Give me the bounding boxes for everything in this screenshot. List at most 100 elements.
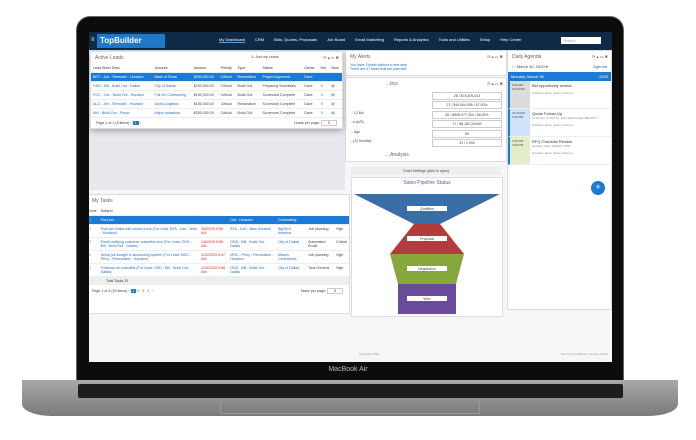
hot-icon[interactable]: ↻ xyxy=(318,81,330,91)
task-cell[interactable]: Setup job budget in accounting system (F… xyxy=(98,250,200,264)
lead-cell: Build Out xyxy=(235,90,261,100)
task-row[interactable]: ☐ Post job musts with winter icons (For L… xyxy=(89,224,349,238)
task-cell[interactable]: Followup on submittal (For Lead: ODD - B… xyxy=(98,263,200,277)
agenda-event[interactable]: 9:00 AM 10:00 AM Bid opportunity review Kn… xyxy=(508,81,611,109)
hamburger-icon[interactable]: ≡ xyxy=(91,37,95,43)
agenda-event[interactable]: 12:30 PM 1:00 PM Quote Follow-Up Customer … xyxy=(508,109,611,137)
nav-item[interactable]: Bids, Quotes, Proposals xyxy=(274,37,318,42)
panel-controls[interactable]: ⟳ ▴ ▭ ✖ xyxy=(323,55,339,60)
lead-cell[interactable]: FOC - Joe - Build Out - Houston xyxy=(91,90,153,100)
next-step-icon[interactable]: ▤ xyxy=(329,81,342,91)
lead-cell[interactable]: MH - Build Out - Frisco xyxy=(91,108,153,118)
lead-row[interactable]: ALG - Jim - Remodel - Houston Alpha Logis… xyxy=(91,99,342,109)
panel-controls[interactable]: ⟳ ▴ ▭ ✖ xyxy=(592,54,608,59)
nav-item[interactable]: Help Center xyxy=(500,37,522,42)
column-header[interactable]: Next xyxy=(329,64,342,73)
task-cell[interactable]: Post job... xyxy=(98,215,200,225)
next-step-icon[interactable]: ▤ xyxy=(329,90,342,100)
nav-item[interactable]: My Dashboard xyxy=(219,37,246,43)
column-header[interactable]: Type xyxy=(235,64,261,73)
next-step-icon[interactable]: ▤ xyxy=(329,99,342,109)
nav-item[interactable]: Setup xyxy=(479,37,491,42)
nav-item[interactable]: Reports & Analytics xyxy=(393,37,429,42)
tasks-panel: My Tasks Done Subject ☐ Post job... Out - Ho… xyxy=(89,194,350,314)
panel-controls[interactable]: ⟳ ▴ ▭ ✖ xyxy=(487,54,503,59)
nav-item[interactable]: Tools and Utilities xyxy=(438,37,470,42)
task-cell: 1/15/2020 9:58 AM xyxy=(199,263,229,277)
lead-cell[interactable]: BOT - Joe - Remodel - Houston xyxy=(91,72,153,82)
column-header[interactable]: Subject xyxy=(98,207,200,216)
tasks-per-page-select[interactable]: 5 xyxy=(327,288,343,294)
task-row[interactable]: ☐ Setup job budget in accounting system (… xyxy=(89,250,349,264)
hot-icon[interactable] xyxy=(318,72,330,82)
lead-cell[interactable]: City of Dallas xyxy=(152,81,192,91)
lead-row[interactable]: ODD - Bill - Build Out - Dallas City of D… xyxy=(91,81,342,91)
trackpad xyxy=(220,400,480,414)
next-step-icon[interactable]: ▤ xyxy=(329,108,342,118)
footer-links[interactable]: Terms & Conditions | Privacy Policy xyxy=(560,352,608,356)
prev-page-button[interactable]: ‹ xyxy=(128,289,131,293)
search-input[interactable]: Search xyxy=(561,37,601,44)
task-row[interactable]: ☐ Followup on submittal (For Lead: ODD - … xyxy=(89,263,349,277)
column-header[interactable]: Status xyxy=(260,64,303,73)
column-header[interactable]: Done xyxy=(89,207,99,216)
lead-cell[interactable]: ALG - Jim - Remodel - Houston xyxy=(91,99,153,109)
task-cell: Task General xyxy=(306,263,334,277)
leads-pager: Page 1 of 1 (5 items) xyxy=(96,121,130,125)
column-header[interactable]: Lead Short Desc xyxy=(91,64,153,73)
page-button[interactable]: 1 xyxy=(130,289,136,293)
page-button[interactable]: 2 xyxy=(137,289,140,293)
page-button[interactable]: 4 xyxy=(147,289,150,293)
lead-cell[interactable]: ODD - Bill - Build Out - Dallas xyxy=(91,81,153,91)
lead-cell: Critical xyxy=(218,108,236,118)
just-my-leads-checkbox[interactable]: ☑ Just my Leads xyxy=(251,55,279,59)
task-cell[interactable]: Email notifying customer submittal sent … xyxy=(98,237,200,251)
lead-cell[interactable]: Major Industries xyxy=(152,108,192,118)
hot-icon[interactable]: ↻ xyxy=(318,108,330,118)
lead-row[interactable]: MH - Build Out - Frisco Major Industries $… xyxy=(91,108,342,118)
hot-icon[interactable]: ↻ xyxy=(318,99,330,109)
hot-icon[interactable]: ↻ xyxy=(318,90,330,100)
next-page-button[interactable]: › xyxy=(150,289,153,293)
nav-item[interactable]: Job Board xyxy=(327,37,346,42)
done-checkbox[interactable]: ☐ xyxy=(89,250,99,264)
task-row[interactable]: ☐ Post job... Out - Houston Contracting xyxy=(89,215,349,225)
alert-item[interactable]: There are 47 tasks that are past due xyxy=(350,67,407,71)
event-time: 9:00 AM 10:00 AM xyxy=(510,81,530,108)
column-header[interactable]: Owner xyxy=(302,64,319,73)
lead-cell: $250,000.00 xyxy=(191,108,219,118)
leads-per-page-select[interactable]: 5 xyxy=(321,120,337,126)
task-cell[interactable]: Post job musts with winter icons (For Le… xyxy=(98,224,200,238)
agenda-day: Monday, March 30 xyxy=(511,74,544,79)
chart-settings[interactable]: Chart Settings (click to open) xyxy=(351,167,501,175)
done-checkbox[interactable]: ☐ xyxy=(89,215,99,225)
add-event-button[interactable]: + xyxy=(591,181,605,195)
alert-item[interactable]: You have 3 leads without a next step xyxy=(350,63,407,67)
panel-controls[interactable]: ⟳ ▴ ▭ ✖ xyxy=(487,81,503,86)
lead-cell[interactable]: Bank of Texas xyxy=(152,72,192,82)
agenda-view-tab[interactable]: Agenda xyxy=(593,64,607,69)
lead-cell[interactable]: Alpha Logistics xyxy=(152,99,192,109)
agenda-event[interactable]: 3:45 PM 4:00 PM RFQ Checklist Review Houst… xyxy=(508,137,611,165)
logo[interactable]: TopBuilder xyxy=(97,34,165,48)
task-row[interactable]: ☐ Email notifying customer submittal sent… xyxy=(89,237,349,251)
lead-row[interactable]: FOC - Joe - Build Out - Houston Full-On C… xyxy=(91,90,342,100)
nav-item[interactable]: CRM xyxy=(255,37,265,42)
lead-cell[interactable]: Full-On Contracting xyxy=(152,90,192,100)
lead-cell: Scorecard Complete xyxy=(260,99,303,109)
event-detail: Houston Apex 358-997-7890 xyxy=(532,144,571,148)
done-checkbox[interactable]: ☐ xyxy=(89,263,99,277)
column-header[interactable]: Hot xyxy=(318,64,330,73)
next-step-icon[interactable] xyxy=(329,72,342,82)
leads-page-button[interactable]: 1 xyxy=(132,121,139,125)
column-header[interactable]: Account xyxy=(152,64,192,73)
done-checkbox[interactable]: ☐ xyxy=(89,237,99,251)
column-header[interactable]: Amount xyxy=(191,64,219,73)
page-button[interactable]: 3 xyxy=(142,289,145,293)
done-checkbox[interactable]: ☐ xyxy=(89,224,99,238)
agenda-date[interactable]: ‹ › March 30, 2020 ▾ xyxy=(512,64,548,69)
column-header[interactable]: Priority xyxy=(218,64,236,73)
lead-row[interactable]: BOT - Joe - Remodel - Houston Bank of Tex… xyxy=(91,72,342,82)
footer-copyright: Copyright 2020 xyxy=(359,352,380,356)
nav-item[interactable]: Email Marketing xyxy=(355,37,384,42)
